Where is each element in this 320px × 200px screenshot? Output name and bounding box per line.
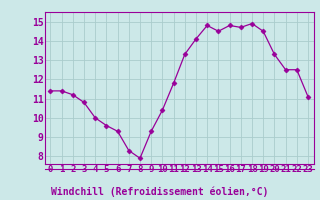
Text: Windchill (Refroidissement éolien,°C): Windchill (Refroidissement éolien,°C) bbox=[51, 187, 269, 197]
